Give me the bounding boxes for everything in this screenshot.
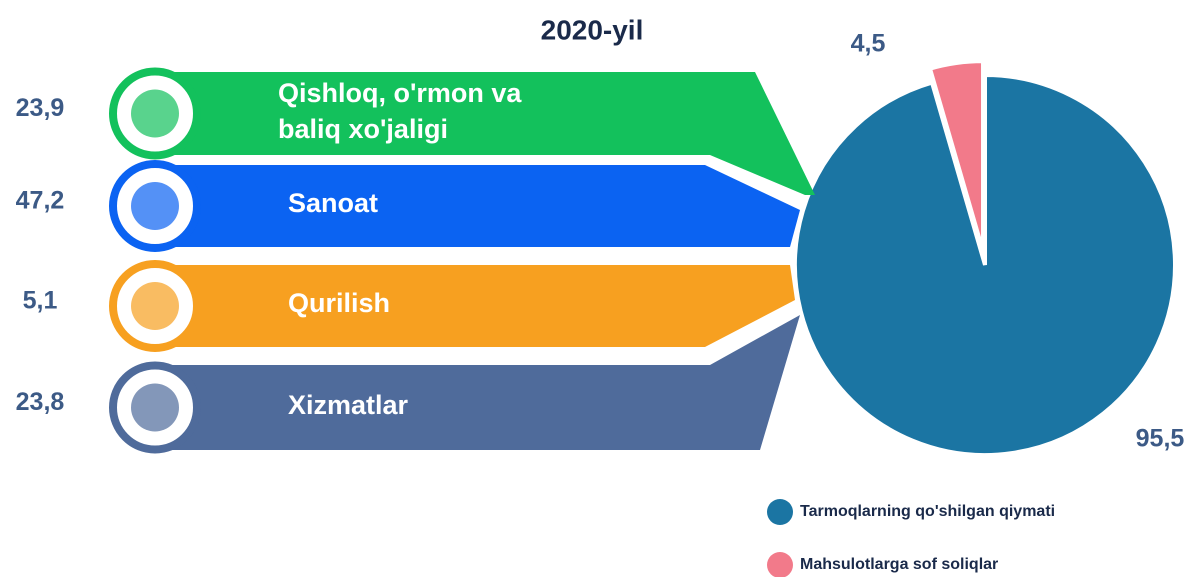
pie-slice: [927, 59, 986, 252]
sector-value: 47,2: [16, 187, 65, 215]
sector-label: Qishloq, o'rmon va baliq xo'jaligi: [278, 77, 522, 144]
legend-swatch: [767, 552, 793, 577]
sector-band: [160, 265, 795, 347]
sector-band: [160, 315, 800, 450]
pie-value-label: 4,5: [851, 30, 886, 58]
legend-label: Tarmoqlarning qo'shilgan qiymati: [800, 503, 1055, 520]
sector-value: 23,9: [16, 94, 65, 122]
sector-value: 23,8: [16, 388, 65, 416]
legend-label: Mahsulotlarga sof soliqlar: [800, 556, 998, 573]
sector-value: 5,1: [23, 287, 58, 315]
sector-band: [160, 165, 800, 247]
chart-title: 2020-yil: [541, 14, 644, 45]
sector-icon-core: [131, 282, 179, 330]
sector-band: [160, 72, 815, 195]
sector-icon-core: [131, 89, 179, 138]
legend-swatch: [767, 499, 793, 525]
sector-label: Xizmatlar: [288, 389, 409, 420]
sector-icon-core: [131, 182, 179, 230]
sector-label: Qurilish: [288, 288, 391, 318]
sector-icon-core: [131, 383, 179, 432]
pie-value-label: 95,5: [1136, 425, 1185, 453]
pie-slice: [793, 72, 1177, 457]
sector-label: Sanoat: [288, 188, 379, 218]
